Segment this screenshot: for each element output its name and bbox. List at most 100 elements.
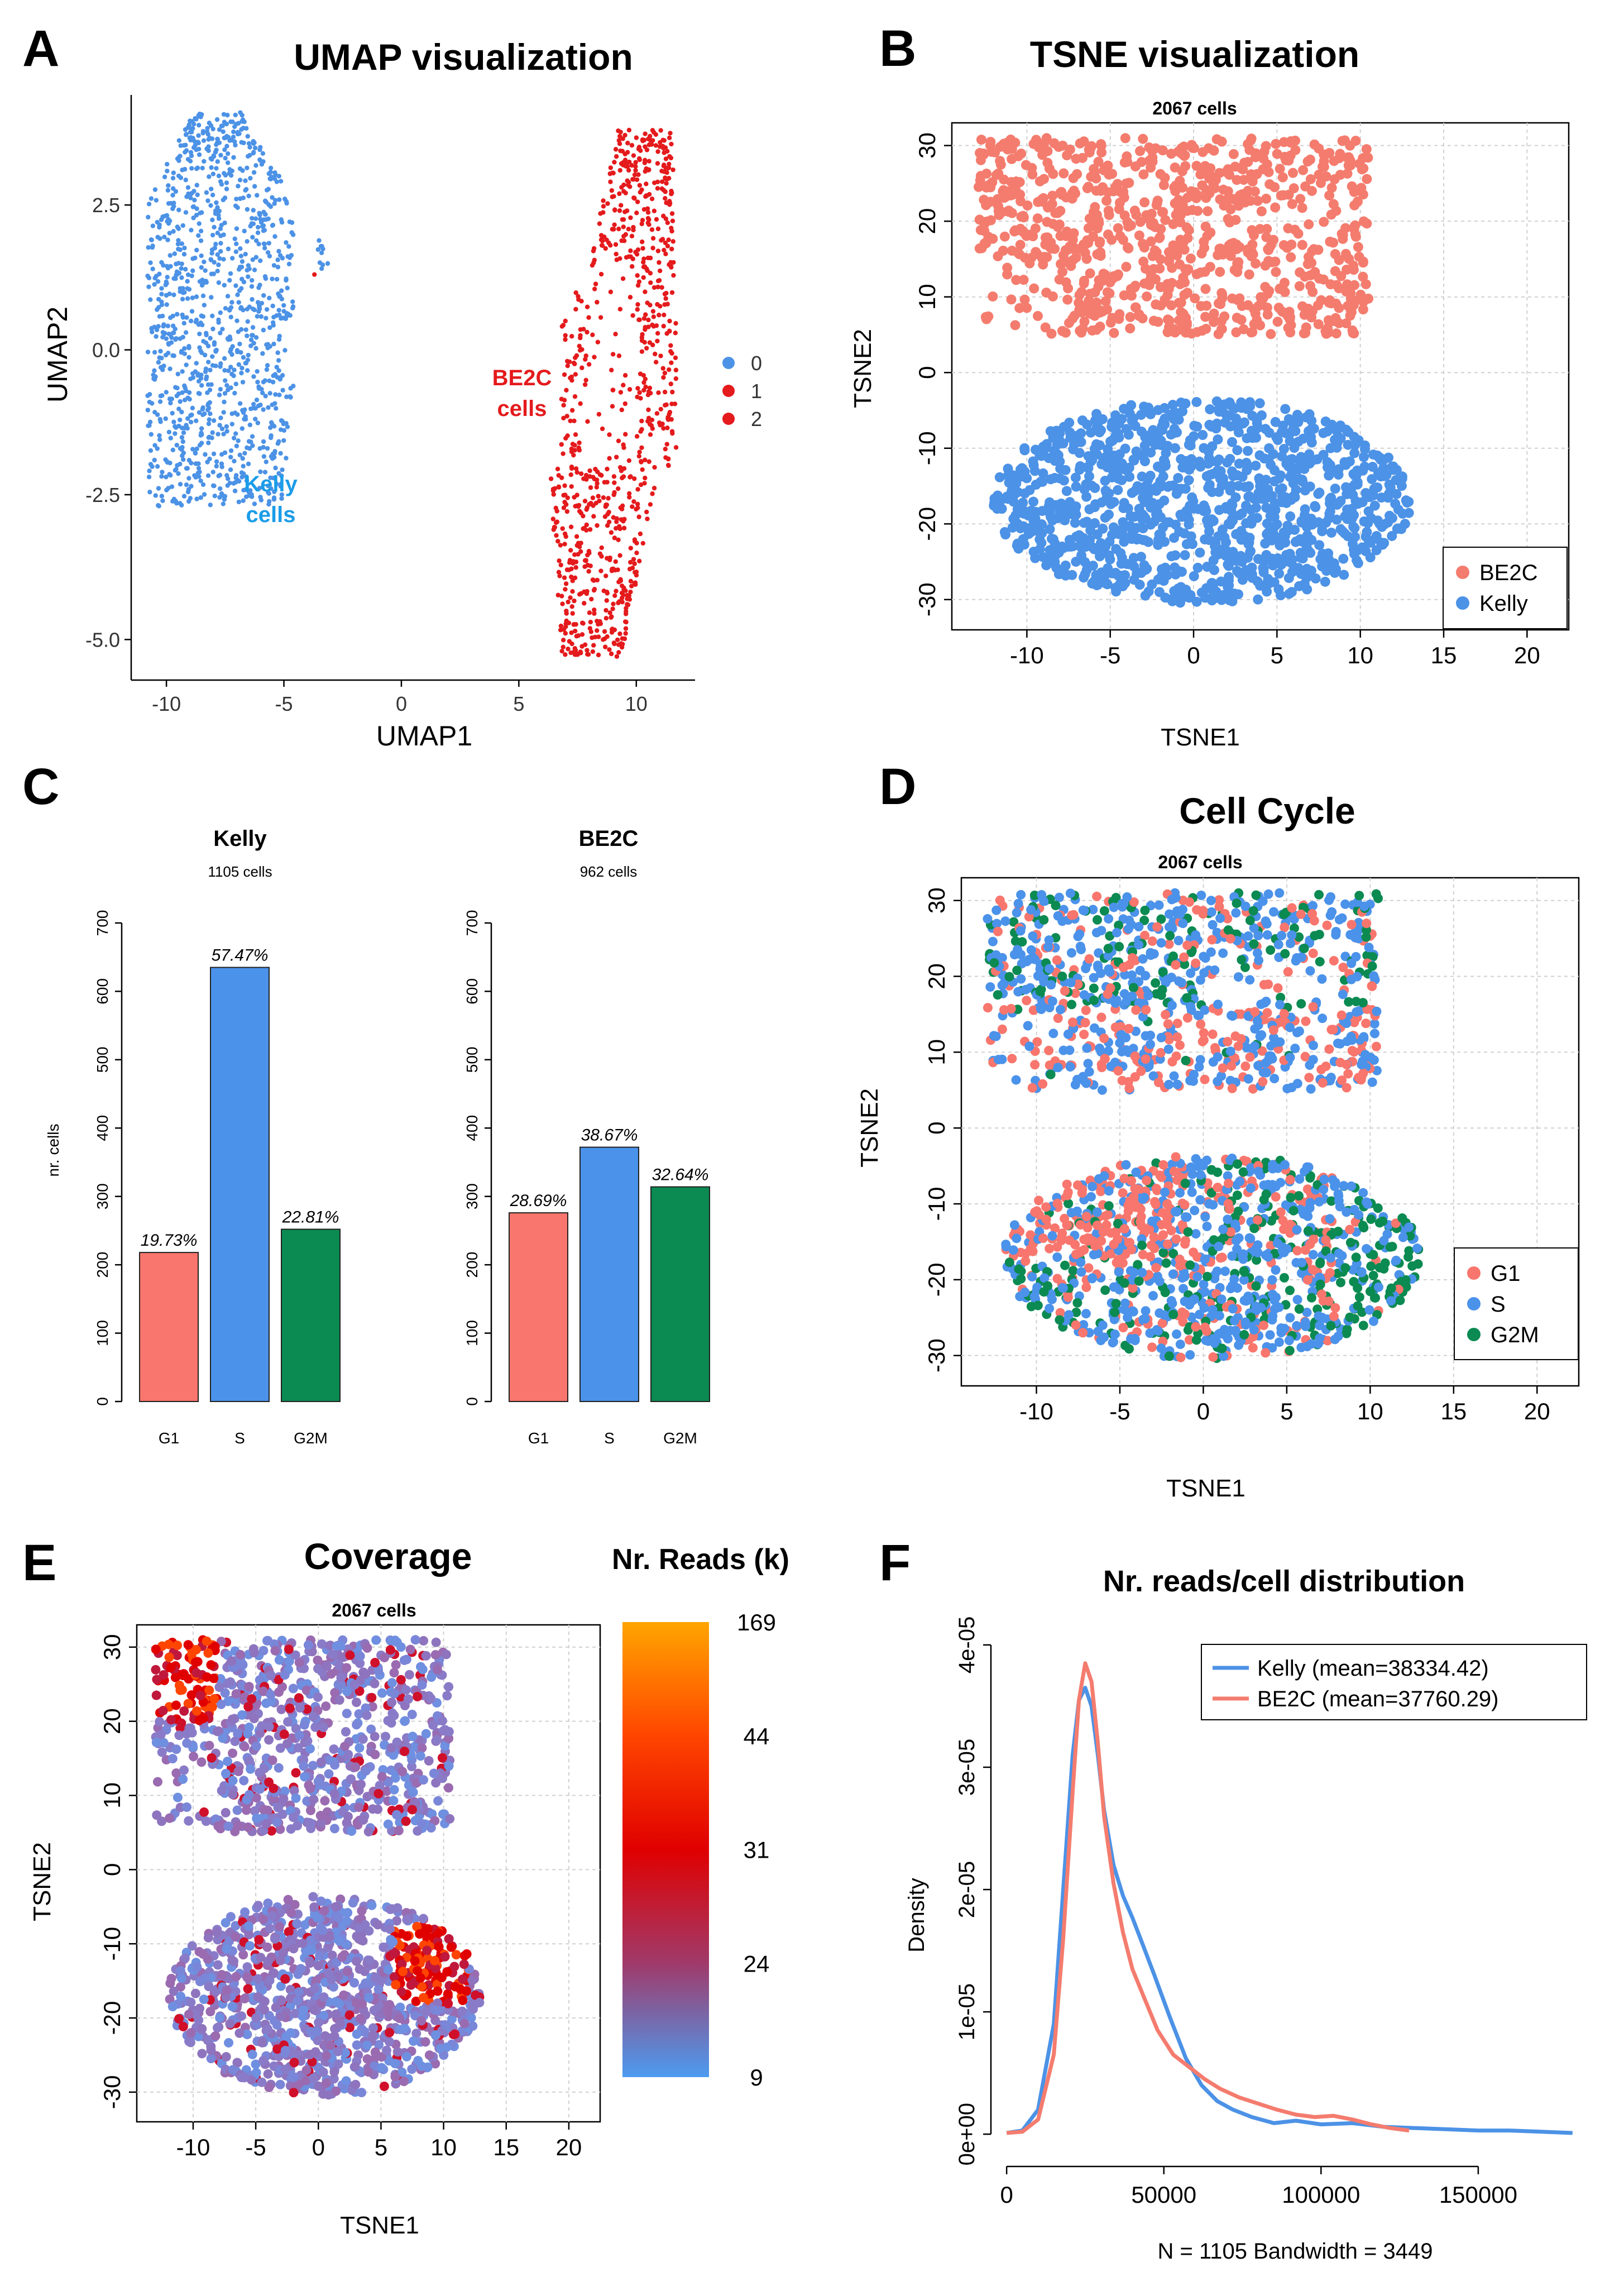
umap-point-cluster1 xyxy=(594,477,600,482)
umap-point-cluster0 xyxy=(276,358,281,363)
umap-point-cluster1 xyxy=(571,452,576,458)
umap-point-cluster0 xyxy=(149,237,154,243)
umap-point-cluster1 xyxy=(607,647,612,652)
tsne-point-be2c xyxy=(1196,301,1206,312)
umap-point-cluster0 xyxy=(170,193,175,198)
umap-point-cluster0 xyxy=(185,272,191,278)
tsne-point-kelly xyxy=(1233,481,1244,491)
umap-point-cluster1 xyxy=(579,632,585,637)
umap-point-cluster1 xyxy=(673,376,678,381)
umap-point-cluster1 xyxy=(639,187,644,193)
umap-point-cluster1 xyxy=(620,149,625,154)
tsne-point-kelly xyxy=(1173,414,1184,425)
tsne-point-kelly xyxy=(1117,475,1127,485)
umap-point-cluster1 xyxy=(619,407,624,413)
umap-point-cluster0 xyxy=(229,256,235,261)
tsne-point-kelly xyxy=(1289,443,1300,453)
umap-point-cluster0 xyxy=(270,422,275,427)
umap-point-cluster0 xyxy=(178,461,183,467)
umap-point-cluster1 xyxy=(631,227,636,233)
tsne-point-be2c xyxy=(1125,323,1136,334)
umap-point-cluster0 xyxy=(257,305,262,310)
umap-point-cluster0 xyxy=(282,348,288,353)
umap-point-cluster1 xyxy=(624,208,630,213)
umap-point-cluster0 xyxy=(179,241,184,246)
umap-point-cluster0 xyxy=(269,174,274,180)
umap-point-cluster1 xyxy=(579,365,585,370)
umap-point-cluster1 xyxy=(639,335,645,340)
cellcycle-point-g1 xyxy=(1147,936,1157,946)
umap-point-cluster0 xyxy=(267,391,272,396)
umap-point-cluster0 xyxy=(238,246,243,251)
umap-point-cluster0 xyxy=(169,396,174,401)
umap-point-cluster1 xyxy=(629,583,634,589)
umap-point-cluster1 xyxy=(648,133,653,139)
umap-point-cluster1 xyxy=(658,304,663,309)
umap-point-cluster1 xyxy=(673,321,678,326)
umap-point-cluster1 xyxy=(647,385,653,391)
ytick-label: -30 xyxy=(923,1338,950,1372)
cellcycle-point-g1 xyxy=(1079,1030,1089,1040)
tsne-point-be2c xyxy=(1148,315,1159,326)
tsne-point-be2c xyxy=(1192,327,1203,337)
cellcycle-point-g1 xyxy=(1182,940,1192,950)
umap-point-cluster0 xyxy=(262,228,267,233)
tsne-point-kelly xyxy=(1242,465,1252,476)
umap-point-cluster1 xyxy=(597,221,602,226)
umap-point-cluster0 xyxy=(224,424,229,429)
umap-point-cluster0 xyxy=(216,173,222,179)
umap-point-cluster1 xyxy=(669,246,674,252)
umap-point-cluster0 xyxy=(209,295,214,300)
umap-point-cluster0 xyxy=(253,346,258,351)
tsne-point-be2c xyxy=(1087,325,1098,336)
cellcycle-point-g1 xyxy=(1336,1010,1347,1020)
umap-point-cluster1 xyxy=(609,568,615,573)
cellcycle-point-g2m xyxy=(1140,905,1150,915)
tsne-point-be2c xyxy=(981,168,992,179)
umap-point-cluster0 xyxy=(228,455,233,460)
umap-point-cluster0 xyxy=(219,491,224,496)
tsne-point-kelly xyxy=(1079,537,1089,547)
umap-point-cluster0 xyxy=(183,330,189,335)
tsne-point-be2c xyxy=(1002,137,1013,148)
tsne-point-be2c xyxy=(1258,164,1268,175)
tsne-point-kelly xyxy=(1098,523,1108,534)
umap-point-cluster1 xyxy=(669,226,674,231)
umap-point-cluster0 xyxy=(169,335,174,340)
umap-point-cluster0 xyxy=(224,186,229,192)
umap-point-cluster1 xyxy=(596,652,601,658)
umap-point-cluster0 xyxy=(249,284,255,289)
umap-point-cluster1 xyxy=(672,401,678,406)
tsne-point-be2c xyxy=(1096,185,1106,196)
umap-point-cluster0 xyxy=(147,490,152,495)
umap-point-cluster1 xyxy=(611,474,617,479)
umap-point-cluster0 xyxy=(228,173,234,178)
tsne-point-kelly xyxy=(1071,481,1081,492)
umap-point-cluster0 xyxy=(279,492,285,498)
umap-point-cluster0 xyxy=(288,313,293,318)
tsne-point-be2c xyxy=(1125,312,1136,322)
umap-point-cluster0 xyxy=(270,195,275,200)
umap-point-cluster1 xyxy=(619,641,624,646)
tsne-point-be2c xyxy=(1067,235,1078,245)
cellcycle-point-g1 xyxy=(1185,897,1195,907)
umap-point-cluster0 xyxy=(181,494,187,499)
umap-point-cluster1 xyxy=(628,248,633,253)
umap-point-cluster0 xyxy=(277,294,282,299)
umap-point-cluster1 xyxy=(574,353,579,358)
tsne-point-be2c xyxy=(1010,320,1021,331)
umap-point-cluster1 xyxy=(660,144,665,149)
tsne-point-kelly xyxy=(1034,534,1045,544)
umap-point-cluster1 xyxy=(654,217,659,222)
cellcycle-point-g1 xyxy=(1044,1045,1054,1055)
tsne-point-be2c xyxy=(1046,328,1057,339)
umap-point-cluster0 xyxy=(278,179,284,184)
umap-point-cluster0 xyxy=(225,112,230,118)
panel-letter-d: D xyxy=(879,758,916,815)
tsne-point-be2c xyxy=(1312,300,1323,310)
umap-point-cluster1 xyxy=(563,652,568,657)
umap-point-cluster0 xyxy=(262,274,268,279)
tsne-point-kelly xyxy=(1170,443,1180,453)
umap-point-cluster0 xyxy=(250,443,255,448)
umap-point-cluster0 xyxy=(195,140,200,145)
